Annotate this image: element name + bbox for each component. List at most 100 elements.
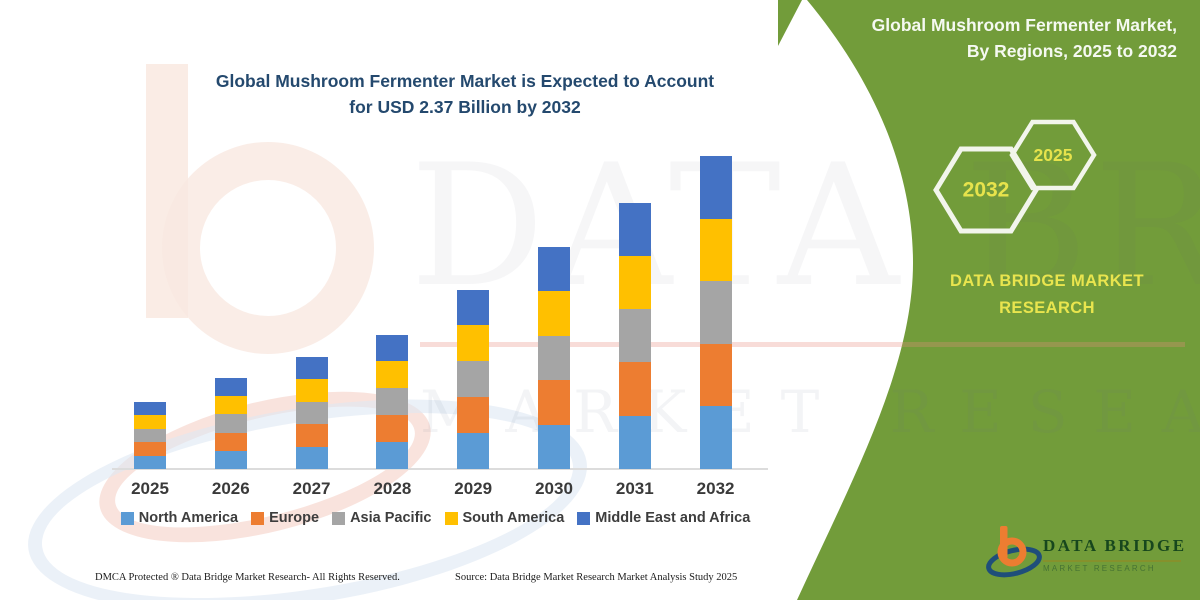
bar-segment-north-america <box>295 446 328 469</box>
legend-swatch-icon <box>120 511 134 525</box>
bar-segment-asia-pacific <box>376 388 409 416</box>
bar-segment-europe <box>618 362 651 416</box>
bar-segment-asia-pacific <box>214 414 247 433</box>
logo-subtext: MARKET RESEARCH <box>1043 564 1156 573</box>
bar-segment-asia-pacific <box>699 281 732 344</box>
x-axis-label-2031: 2031 <box>615 479 654 498</box>
bar-segment-south-america <box>376 361 409 389</box>
x-axis-label-2028: 2028 <box>373 479 412 498</box>
bar-2027 <box>295 357 328 469</box>
bar-segment-south-america <box>134 415 166 429</box>
bar-segment-asia-pacific <box>618 309 651 363</box>
bar-segment-europe <box>538 380 570 425</box>
bar-segment-north-america <box>134 455 166 469</box>
hexagon-2025 <box>1009 119 1097 191</box>
hexagon-2025-label: 2025 <box>1034 145 1073 165</box>
side-panel-heading-line1: Global Mushroom Fermenter Market, <box>871 15 1177 35</box>
x-axis-label-2025: 2025 <box>131 479 169 498</box>
legend-item-middle-east-and-africa: Middle East and Africa <box>577 510 750 526</box>
logo-b-bowl <box>997 537 1027 567</box>
bar-2031 <box>618 202 651 469</box>
logo-swoosh <box>986 546 1042 578</box>
legend-label: Europe <box>269 510 320 526</box>
bar-2032 <box>699 156 732 469</box>
chart-title-line1: Global Mushroom Fermenter Market is Expe… <box>215 71 715 91</box>
legend-item-south-america: South America <box>444 510 565 526</box>
bar-segment-north-america <box>214 450 247 469</box>
bar-segment-europe <box>214 432 247 451</box>
legend-swatch-icon <box>444 511 458 525</box>
legend-item-europe: Europe <box>251 510 319 526</box>
logo-name: DATA BRIDGE <box>1043 536 1187 555</box>
bar-segment-asia-pacific <box>538 335 570 381</box>
bar-segment-europe <box>457 397 490 434</box>
footer-copyright: DMCA Protected ® Data Bridge Market Rese… <box>95 572 400 583</box>
bar-segment-middle-east-and-africa <box>214 378 247 397</box>
x-axis-label-2027: 2027 <box>292 479 331 498</box>
legend-item-north-america: North America <box>120 510 239 526</box>
green-corner-wedge <box>778 0 802 46</box>
company-logo: DATA BRIDGE MARKET RESEARCH <box>985 522 1190 584</box>
side-panel-heading: Global Mushroom Fermenter Market, By Reg… <box>872 12 1177 64</box>
bar-2030 <box>538 247 570 469</box>
brand-text: DATA BRIDGE MARKET RESEARCH <box>938 268 1156 322</box>
bar-segment-asia-pacific <box>134 428 166 442</box>
legend-swatch-icon <box>332 511 346 525</box>
bar-segment-europe <box>376 415 409 443</box>
bar-segment-south-america <box>295 379 328 402</box>
hexagon-2032-label: 2032 <box>963 179 1010 202</box>
bar-segment-north-america <box>457 433 490 469</box>
bar-2029 <box>457 289 490 469</box>
chart-title-line2: for USD 2.37 Billion by 2032 <box>349 97 581 117</box>
bar-segment-middle-east-and-africa <box>618 202 651 256</box>
bar-segment-europe <box>699 343 732 407</box>
legend-label: Asia Pacific <box>350 510 432 526</box>
bar-segment-north-america <box>538 424 570 469</box>
legend-swatch-icon <box>251 511 265 525</box>
legend-label: Middle East and Africa <box>595 510 751 526</box>
bar-segment-north-america <box>699 406 732 469</box>
brand-text-line2: RESEARCH <box>999 299 1095 317</box>
footer-source: Source: Data Bridge Market Research Mark… <box>455 572 738 583</box>
bar-segment-south-america <box>214 396 247 415</box>
bar-segment-south-america <box>538 291 570 336</box>
bar-segment-middle-east-and-africa <box>295 357 328 380</box>
bar-segment-middle-east-and-africa <box>376 334 409 362</box>
bar-segment-europe <box>134 442 166 456</box>
x-axis-label-2029: 2029 <box>454 479 493 498</box>
logo-rule <box>1043 560 1181 562</box>
bar-segment-north-america <box>376 442 409 469</box>
x-axis-line <box>112 468 768 470</box>
bar-segment-middle-east-and-africa <box>134 401 166 415</box>
legend-swatch-icon <box>577 511 591 525</box>
hexagon-badges: 2032 2025 <box>933 119 1097 234</box>
chart-legend: North America Europe Asia Pacific South Ame… <box>88 510 783 526</box>
side-panel-heading-line2: By Regions, 2025 to 2032 <box>966 41 1177 61</box>
chart-title: Global Mushroom Fermenter Market is Expe… <box>140 68 790 120</box>
bar-segment-south-america <box>618 255 651 310</box>
legend-item-asia-pacific: Asia Pacific <box>332 510 432 526</box>
bar-segment-middle-east-and-africa <box>699 156 732 219</box>
legend-label: North America <box>138 510 239 526</box>
bar-segment-europe <box>295 424 328 447</box>
bar-2028 <box>376 334 409 469</box>
bar-segment-south-america <box>699 218 732 282</box>
company-logo-icon <box>986 526 1042 578</box>
bar-segment-middle-east-and-africa <box>457 289 490 326</box>
legend-label: South America <box>462 510 565 526</box>
bar-2026 <box>214 378 247 469</box>
bar-segment-north-america <box>618 415 651 469</box>
bar-segment-asia-pacific <box>457 361 490 398</box>
bar-segment-asia-pacific <box>295 401 328 425</box>
bar-2025 <box>134 401 166 469</box>
x-axis-label-2026: 2026 <box>211 479 250 498</box>
bar-segment-south-america <box>457 325 490 362</box>
green-panel-shape <box>797 0 1200 600</box>
bar-segment-middle-east-and-africa <box>538 247 570 292</box>
brand-text-line1: DATA BRIDGE MARKET <box>950 272 1144 290</box>
x-axis-label-2032: 2032 <box>696 479 735 498</box>
